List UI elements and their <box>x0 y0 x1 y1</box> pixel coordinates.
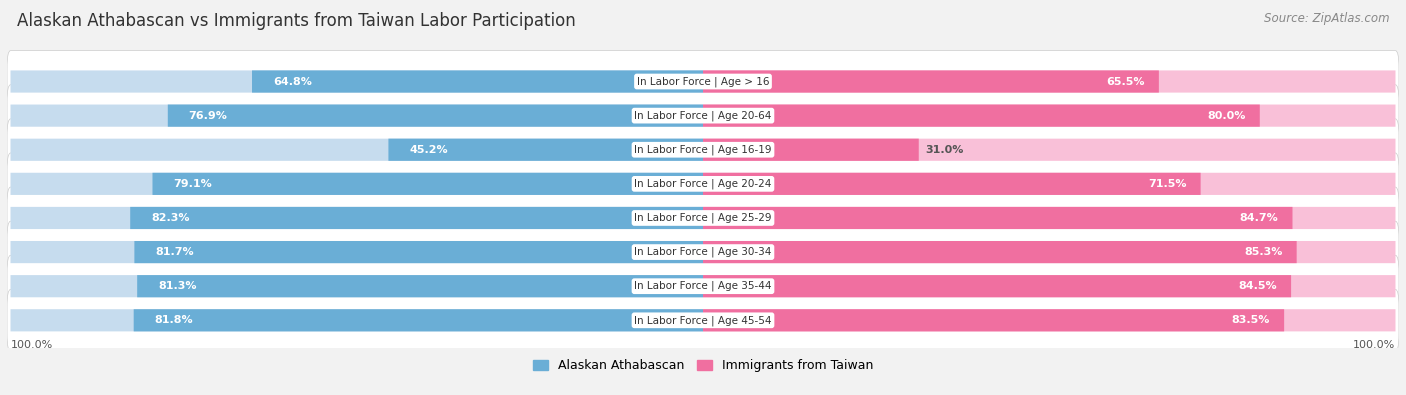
FancyBboxPatch shape <box>703 309 1284 331</box>
FancyBboxPatch shape <box>7 51 1399 113</box>
FancyBboxPatch shape <box>7 187 1399 249</box>
FancyBboxPatch shape <box>10 309 703 331</box>
Text: 84.7%: 84.7% <box>1240 213 1278 223</box>
Text: In Labor Force | Age 16-19: In Labor Force | Age 16-19 <box>634 145 772 155</box>
Text: In Labor Force | Age 25-29: In Labor Force | Age 25-29 <box>634 213 772 223</box>
FancyBboxPatch shape <box>138 275 703 297</box>
Text: 100.0%: 100.0% <box>10 340 53 350</box>
Text: 65.5%: 65.5% <box>1107 77 1144 87</box>
FancyBboxPatch shape <box>7 255 1399 317</box>
Text: 81.8%: 81.8% <box>155 315 193 325</box>
Legend: Alaskan Athabascan, Immigrants from Taiwan: Alaskan Athabascan, Immigrants from Taiw… <box>527 354 879 377</box>
Text: 81.3%: 81.3% <box>157 281 197 291</box>
Text: 31.0%: 31.0% <box>925 145 965 155</box>
FancyBboxPatch shape <box>703 70 1396 92</box>
Text: 82.3%: 82.3% <box>150 213 190 223</box>
FancyBboxPatch shape <box>134 309 703 331</box>
FancyBboxPatch shape <box>135 241 703 263</box>
Text: In Labor Force | Age 30-34: In Labor Force | Age 30-34 <box>634 247 772 257</box>
FancyBboxPatch shape <box>703 105 1396 127</box>
Text: 79.1%: 79.1% <box>173 179 212 189</box>
FancyBboxPatch shape <box>388 139 703 161</box>
FancyBboxPatch shape <box>703 139 1396 161</box>
FancyBboxPatch shape <box>10 275 703 297</box>
FancyBboxPatch shape <box>10 139 703 161</box>
FancyBboxPatch shape <box>703 139 918 161</box>
Text: 83.5%: 83.5% <box>1232 315 1270 325</box>
Text: In Labor Force | Age 20-24: In Labor Force | Age 20-24 <box>634 179 772 189</box>
Text: In Labor Force | Age 20-64: In Labor Force | Age 20-64 <box>634 110 772 121</box>
Text: 85.3%: 85.3% <box>1244 247 1282 257</box>
FancyBboxPatch shape <box>703 173 1396 195</box>
Text: In Labor Force | Age > 16: In Labor Force | Age > 16 <box>637 76 769 87</box>
FancyBboxPatch shape <box>7 119 1399 181</box>
FancyBboxPatch shape <box>7 290 1399 351</box>
FancyBboxPatch shape <box>10 105 703 127</box>
Text: Alaskan Athabascan vs Immigrants from Taiwan Labor Participation: Alaskan Athabascan vs Immigrants from Ta… <box>17 12 575 30</box>
FancyBboxPatch shape <box>7 153 1399 215</box>
FancyBboxPatch shape <box>10 241 703 263</box>
FancyBboxPatch shape <box>703 275 1291 297</box>
FancyBboxPatch shape <box>152 173 703 195</box>
Text: Source: ZipAtlas.com: Source: ZipAtlas.com <box>1264 12 1389 25</box>
Text: 100.0%: 100.0% <box>1353 340 1396 350</box>
FancyBboxPatch shape <box>703 241 1396 263</box>
FancyBboxPatch shape <box>10 70 703 92</box>
FancyBboxPatch shape <box>7 221 1399 283</box>
FancyBboxPatch shape <box>703 275 1396 297</box>
Text: In Labor Force | Age 45-54: In Labor Force | Age 45-54 <box>634 315 772 325</box>
FancyBboxPatch shape <box>10 207 703 229</box>
FancyBboxPatch shape <box>703 207 1396 229</box>
FancyBboxPatch shape <box>703 241 1296 263</box>
FancyBboxPatch shape <box>252 70 703 92</box>
Text: 45.2%: 45.2% <box>409 145 449 155</box>
FancyBboxPatch shape <box>703 207 1292 229</box>
FancyBboxPatch shape <box>703 173 1201 195</box>
Text: In Labor Force | Age 35-44: In Labor Force | Age 35-44 <box>634 281 772 292</box>
FancyBboxPatch shape <box>131 207 703 229</box>
FancyBboxPatch shape <box>703 105 1260 127</box>
FancyBboxPatch shape <box>703 70 1159 92</box>
FancyBboxPatch shape <box>703 309 1396 331</box>
FancyBboxPatch shape <box>7 85 1399 147</box>
Text: 84.5%: 84.5% <box>1239 281 1277 291</box>
Text: 71.5%: 71.5% <box>1149 179 1187 189</box>
FancyBboxPatch shape <box>10 173 703 195</box>
Text: 76.9%: 76.9% <box>188 111 228 120</box>
FancyBboxPatch shape <box>167 105 703 127</box>
Text: 64.8%: 64.8% <box>273 77 312 87</box>
Text: 81.7%: 81.7% <box>155 247 194 257</box>
Text: 80.0%: 80.0% <box>1208 111 1246 120</box>
